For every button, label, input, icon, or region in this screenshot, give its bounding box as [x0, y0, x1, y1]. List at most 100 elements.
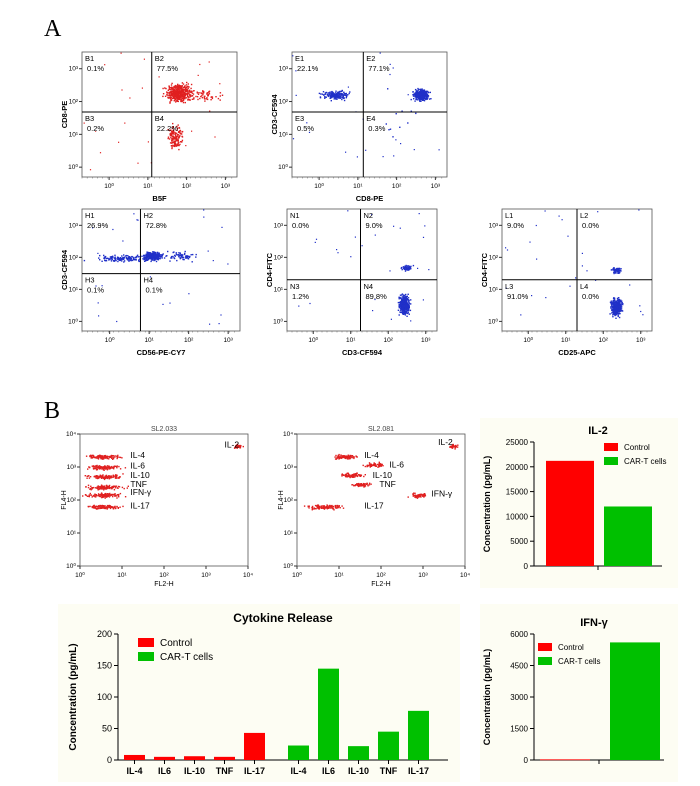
y-axis-label: Concentration (pg/mL): [482, 456, 492, 553]
dot: [106, 508, 108, 510]
quadrant-percent: 9.0%: [366, 221, 383, 230]
dot: [374, 298, 376, 301]
dot: [114, 485, 116, 488]
dot: [182, 93, 184, 95]
dot: [103, 458, 105, 460]
dot: [114, 456, 116, 458]
dot: [178, 144, 180, 147]
dot: [110, 260, 113, 262]
dot: [156, 251, 159, 254]
dot: [348, 473, 350, 476]
dot: [110, 257, 112, 260]
dot: [96, 456, 98, 458]
dot: [106, 504, 109, 507]
x-tick-label: 10³: [636, 337, 646, 344]
dot: [191, 98, 194, 100]
dot: [111, 465, 113, 468]
dot: [348, 92, 350, 95]
dot: [96, 466, 99, 468]
dot: [108, 487, 110, 490]
dot: [617, 309, 619, 311]
dot: [114, 254, 116, 256]
dot: [349, 474, 351, 476]
dot: [170, 89, 172, 91]
dot: [143, 58, 145, 60]
dot: [150, 256, 152, 259]
dot: [83, 259, 86, 262]
dot: [340, 456, 342, 459]
y-tick-label: 0: [524, 756, 529, 765]
analyte-label: IL-2: [438, 437, 453, 447]
dot: [89, 505, 91, 508]
dot: [614, 305, 617, 307]
dot: [100, 475, 102, 477]
dot: [105, 456, 107, 458]
dot: [342, 474, 344, 476]
dot: [355, 455, 357, 457]
dot: [176, 127, 179, 129]
dot: [328, 506, 330, 508]
dot: [175, 101, 177, 103]
dot: [343, 455, 346, 457]
dot: [363, 486, 365, 488]
dot: [418, 89, 420, 91]
dot: [195, 253, 197, 256]
dot: [314, 508, 316, 510]
dot: [93, 486, 95, 489]
dot: [176, 144, 179, 146]
dot: [412, 495, 414, 497]
dot: [361, 245, 363, 247]
dot: [612, 307, 614, 309]
dot: [340, 95, 342, 98]
dot: [389, 73, 391, 76]
dot: [544, 210, 546, 212]
dot: [334, 97, 336, 99]
quadrant-id: N1: [290, 211, 300, 220]
quadrant-percent: 0.1%: [87, 286, 104, 295]
y-tick-label: 10¹: [284, 530, 294, 537]
dot: [219, 92, 222, 94]
dot: [169, 101, 171, 103]
dot: [184, 90, 186, 92]
x-tick-label: 10⁰: [75, 571, 85, 579]
dot: [424, 90, 426, 92]
dot: [202, 94, 204, 96]
dot: [153, 256, 155, 258]
dot: [306, 122, 308, 124]
dot: [100, 494, 102, 497]
dot: [393, 225, 395, 227]
dot: [96, 476, 98, 478]
dot: [319, 97, 322, 99]
dot: [181, 88, 183, 91]
dot: [424, 493, 426, 495]
dot: [112, 455, 115, 457]
dot: [133, 258, 136, 261]
dot: [612, 314, 614, 316]
dot: [338, 458, 340, 460]
dot: [130, 256, 132, 258]
dot: [98, 476, 101, 478]
dot: [609, 301, 612, 303]
dot: [170, 97, 173, 99]
dot: [170, 99, 172, 102]
dot: [399, 305, 401, 308]
dot: [614, 309, 616, 312]
dot: [615, 312, 618, 315]
y-tick-label: 10³: [69, 222, 79, 229]
dot: [404, 301, 406, 303]
legend-label: Control: [624, 443, 650, 452]
dot: [337, 91, 339, 93]
dot: [99, 465, 101, 467]
dot: [161, 256, 163, 258]
dot: [402, 308, 404, 311]
dot: [116, 457, 118, 460]
dot: [298, 305, 300, 307]
dot: [123, 256, 126, 258]
dot: [117, 507, 119, 509]
analyte-label: IL-2: [224, 440, 239, 450]
dot: [96, 508, 98, 510]
dot: [187, 95, 189, 98]
dot: [176, 137, 178, 140]
dot: [104, 64, 106, 66]
